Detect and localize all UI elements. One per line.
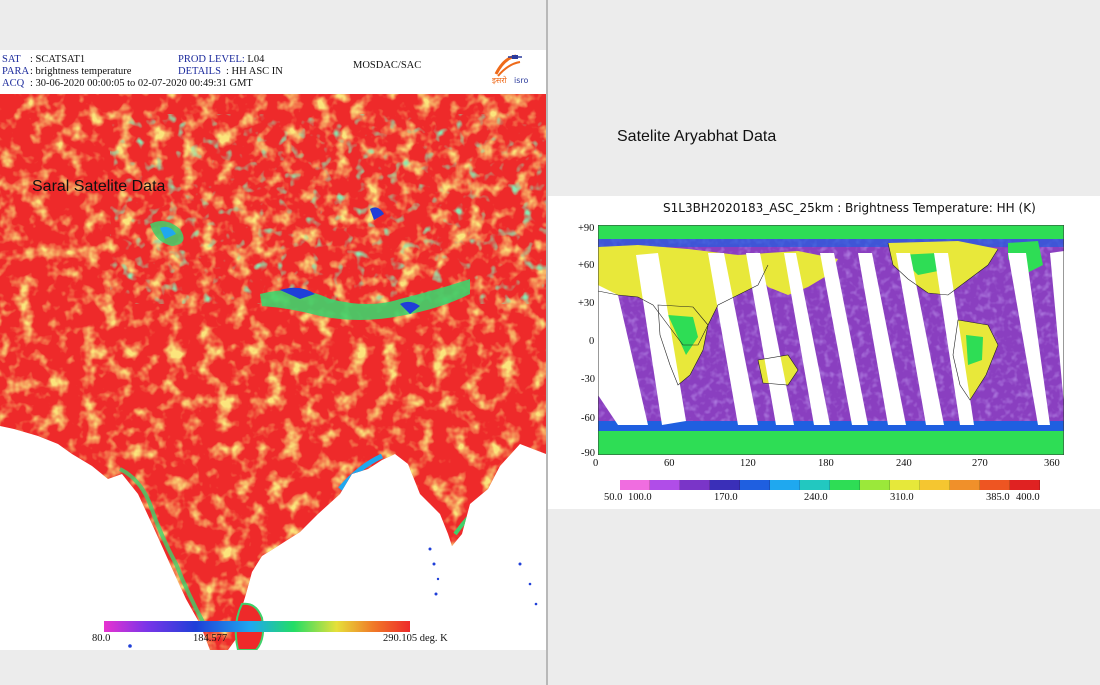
y-tick: -30: [581, 374, 595, 385]
x-tick: 270: [972, 458, 988, 469]
colorbar-swatch: [650, 480, 680, 490]
colorbar-swatch: [800, 480, 830, 490]
details-key: DETAILS: [178, 66, 221, 77]
right-colorbar-label: 385.0: [986, 492, 1010, 503]
right-colorbar-label: 400.0: [1016, 492, 1040, 503]
panel-divider: [546, 0, 548, 685]
y-tick: +60: [578, 260, 595, 271]
y-tick: 0: [589, 336, 595, 347]
colorbar-swatch: [830, 480, 860, 490]
acq-value: : 30-06-2020 00:00:05 to 02-07-2020 00:4…: [30, 78, 253, 89]
right-colorbar-label: 240.0: [804, 492, 828, 503]
colorbar-swatch: [920, 480, 950, 490]
sat-value: : SCATSAT1: [30, 54, 86, 65]
x-tick: 180: [818, 458, 834, 469]
colorbar-swatch: [890, 480, 920, 490]
details-value: : HH ASC IN: [226, 66, 283, 77]
left-colorbar-mid: 184.577: [193, 633, 228, 644]
prod-level-row: PROD LEVEL: L04: [178, 54, 264, 66]
y-tick: -60: [581, 413, 595, 424]
colorbar-swatch: [710, 480, 740, 490]
svg-text:इसरो: इसरो: [492, 75, 508, 85]
x-tick: 360: [1044, 458, 1060, 469]
x-tick: 120: [740, 458, 756, 469]
colorbar-swatch: [950, 480, 980, 490]
right-colorbar: [620, 480, 1040, 490]
right-colorbar-label: 50.0: [604, 492, 623, 503]
right-colorbar-label: 100.0: [628, 492, 652, 503]
left-panel: SAT : SCATSAT1 PARA : brightness tempera…: [0, 0, 546, 685]
left-colorbar-min: 80.0: [92, 633, 111, 644]
left-caption: Saral Satelite Data: [32, 178, 166, 195]
para-value: : brightness temperature: [30, 66, 132, 77]
plot-title: S1L3BH2020183_ASC_25km : Brightness Temp…: [663, 201, 1036, 215]
svg-text:isro: isro: [514, 76, 529, 85]
para-row: PARA : brightness temperature: [2, 66, 131, 78]
india-brightness-map: [0, 94, 546, 650]
sat-key: SAT: [2, 54, 21, 65]
isro-logo: इसरो isro: [490, 52, 534, 86]
colorbar-swatch: [770, 480, 800, 490]
right-colorbar-label: 170.0: [714, 492, 738, 503]
right-caption: Satelite Aryabhat Data: [617, 128, 777, 145]
colorbar-swatch: [680, 480, 710, 490]
acq-row: ACQ : 30-06-2020 00:00:05 to 02-07-2020 …: [2, 78, 253, 90]
details-row: DETAILS : HH ASC IN: [178, 66, 283, 78]
y-tick: +30: [578, 298, 595, 309]
x-tick: 60: [664, 458, 675, 469]
global-brightness-map: [598, 225, 1064, 455]
y-tick: -90: [581, 448, 595, 459]
saral-map-card: SAT : SCATSAT1 PARA : brightness tempera…: [0, 50, 546, 650]
right-panel: Satelite Aryabhat Data S1L3BH2020183_ASC…: [548, 0, 1100, 685]
left-colorbar-max: 290.105 deg. K: [383, 633, 448, 644]
sat-row: SAT : SCATSAT1: [2, 54, 85, 66]
colorbar-swatch: [1010, 480, 1040, 490]
aryabhat-map-card: S1L3BH2020183_ASC_25km : Brightness Temp…: [548, 196, 1100, 509]
para-key: PARA: [2, 66, 30, 77]
colorbar-swatch: [620, 480, 650, 490]
colorbar-swatch: [740, 480, 770, 490]
x-tick: 240: [896, 458, 912, 469]
colorbar-swatch: [860, 480, 890, 490]
x-tick: 0: [593, 458, 599, 469]
colorbar-swatch: [980, 480, 1010, 490]
prod-level-key: PROD LEVEL:: [178, 54, 245, 65]
right-colorbar-label: 310.0: [890, 492, 914, 503]
y-tick: +90: [578, 223, 595, 234]
org-label: MOSDAC/SAC: [353, 60, 422, 71]
left-colorbar: [104, 621, 410, 632]
prod-level-value: L04: [247, 54, 265, 65]
acq-key: ACQ: [2, 78, 25, 89]
